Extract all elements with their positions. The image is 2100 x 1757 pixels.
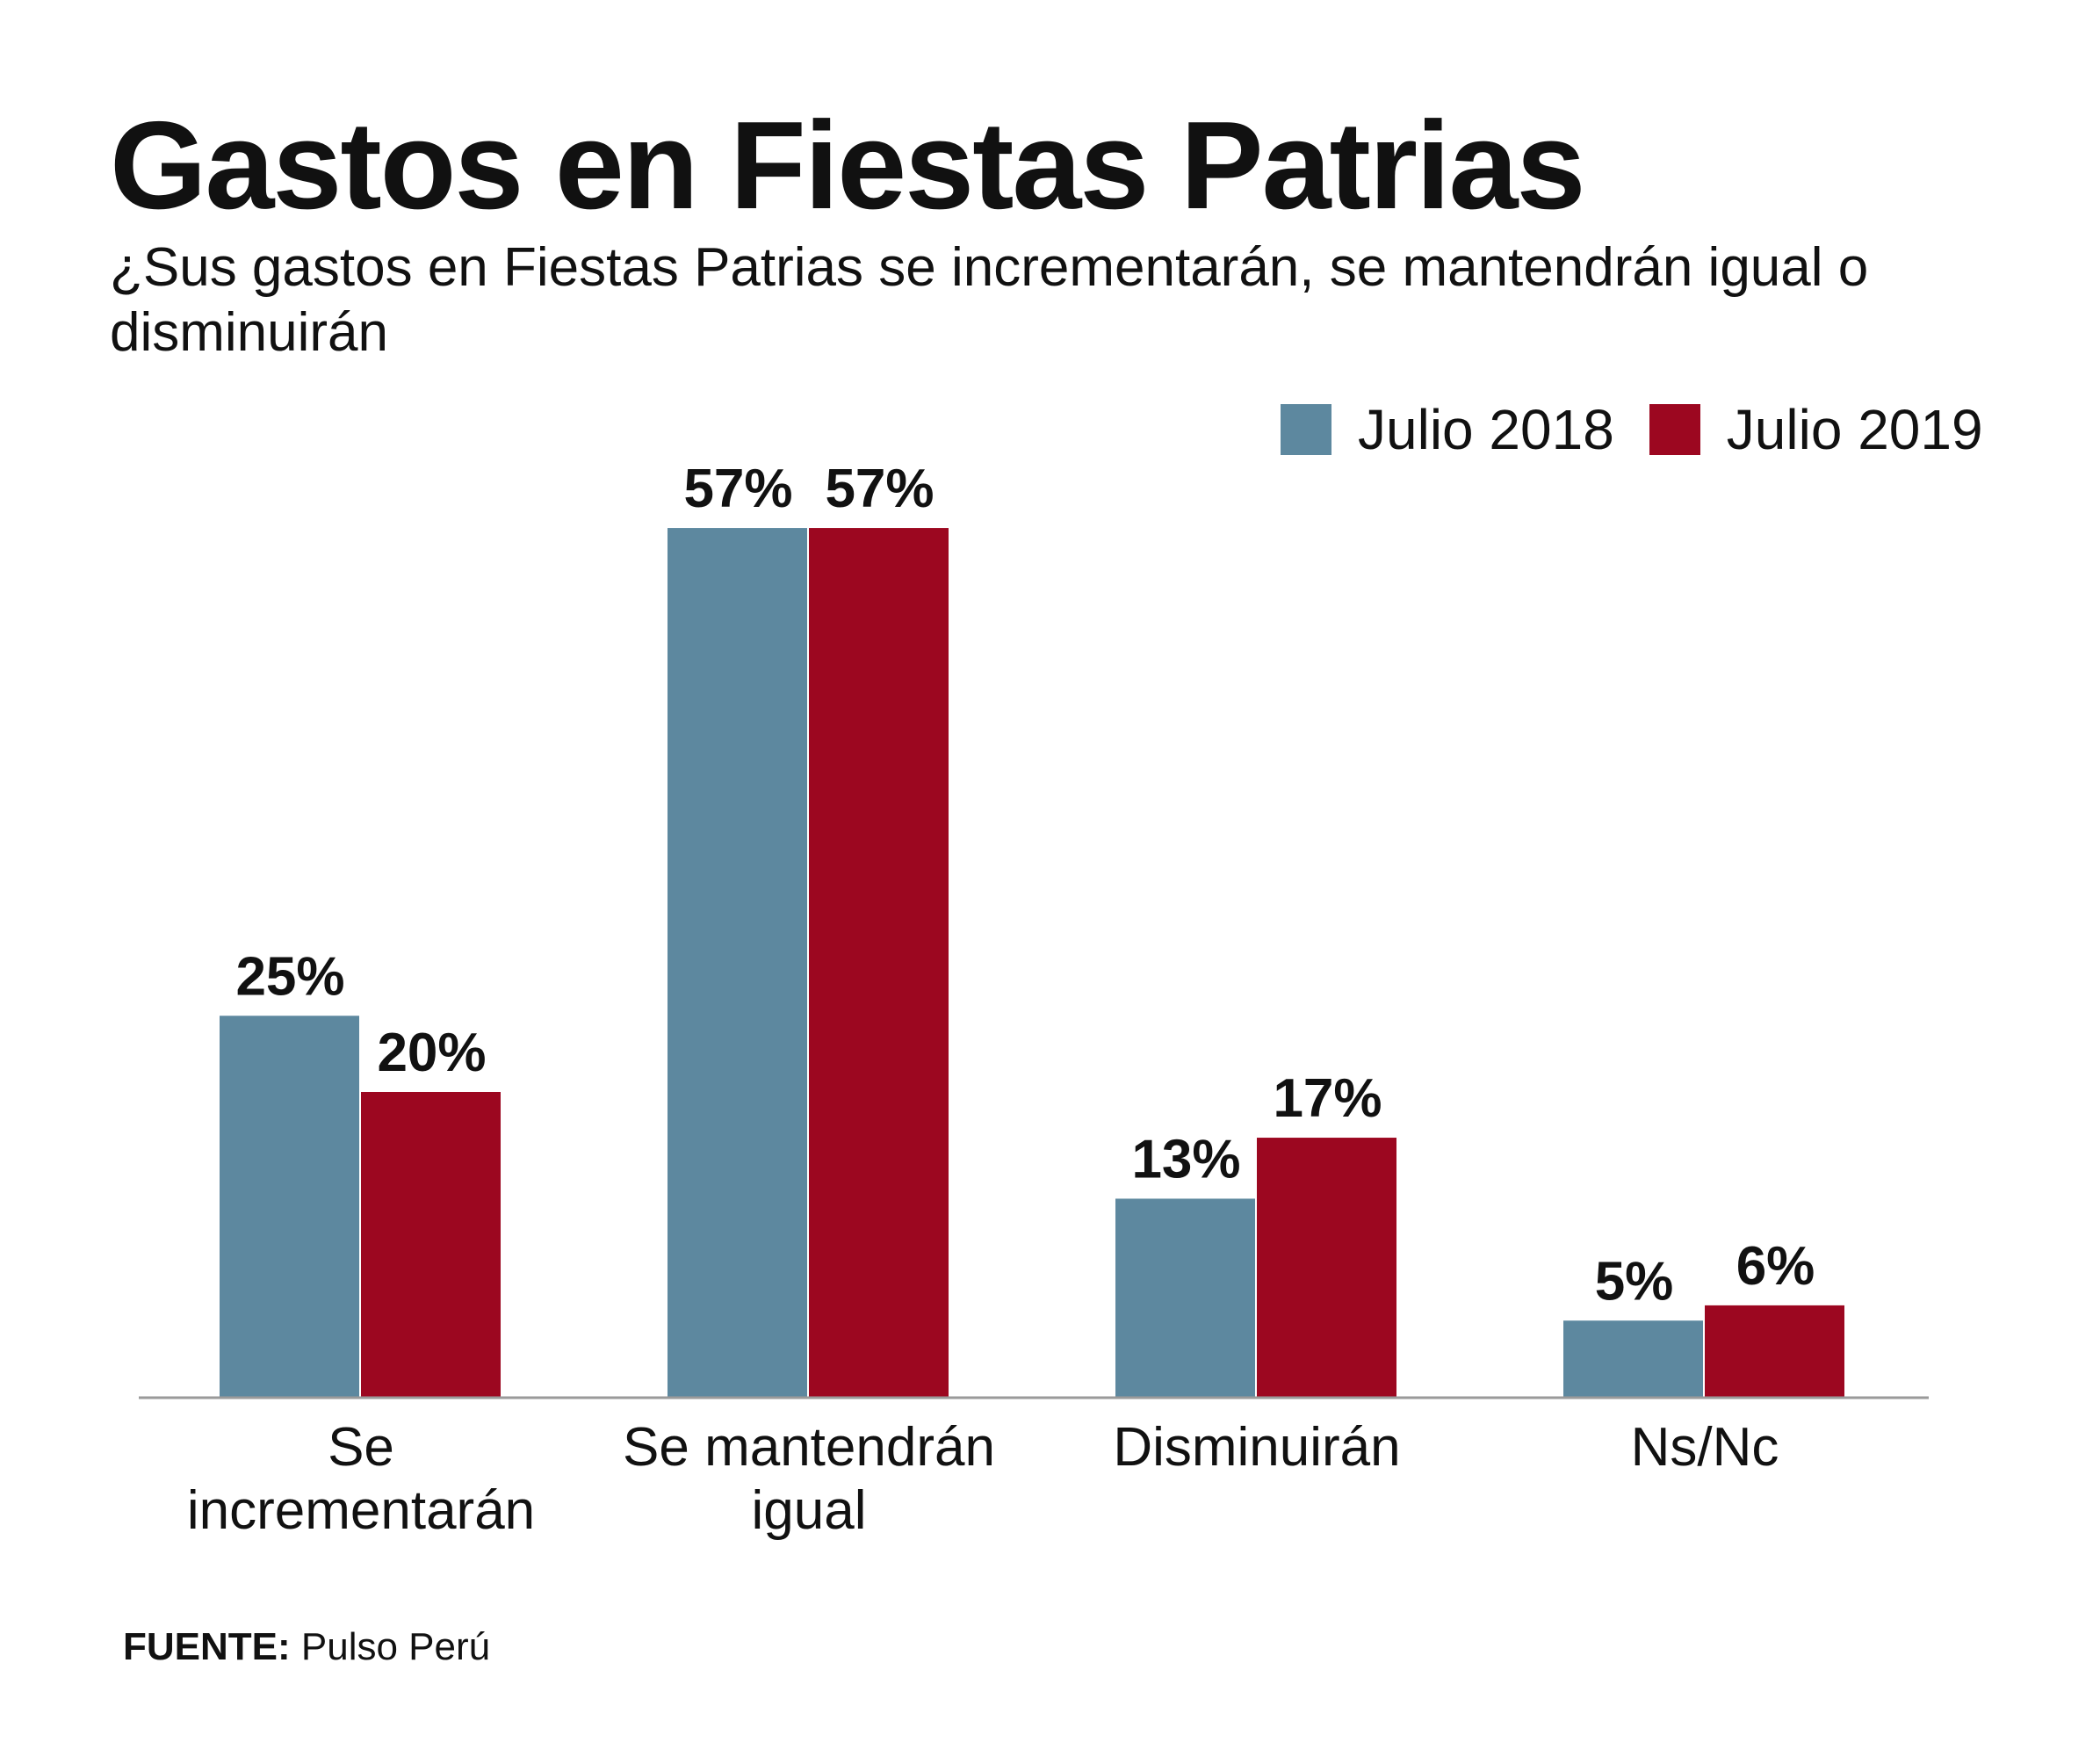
legend-label-2019: Julio 2019 — [1726, 398, 1983, 461]
chart-title: Gastos en Fiestas Patrias — [110, 96, 1585, 235]
data-label-2019-3: 6% — [1736, 1236, 1815, 1297]
source-text: Pulso Perú — [300, 1625, 491, 1668]
bar-2018-3 — [1563, 1320, 1703, 1397]
bar-2019-0 — [361, 1092, 501, 1397]
category-label-3-line-0: Ns/Nc — [1631, 1417, 1779, 1478]
data-label-2019-0: 20% — [377, 1023, 486, 1083]
legend-label-2018: Julio 2018 — [1358, 398, 1614, 461]
legend-item-2018: Julio 2018 — [1281, 397, 1614, 462]
legend-item-2019: Julio 2019 — [1649, 397, 1983, 462]
source-label: FUENTE: — [123, 1625, 291, 1668]
data-label-2018-2: 13% — [1131, 1129, 1240, 1189]
chart-subtitle: ¿Sus gastos en Fiestas Patrias se increm… — [110, 237, 1869, 363]
bar-2019-1 — [809, 528, 949, 1397]
bar-2018-0 — [220, 1016, 359, 1397]
source-note: FUENTE: Pulso Perú — [123, 1625, 490, 1669]
category-label-1-line-0: Se mantendrán — [623, 1417, 995, 1478]
data-label-2019-2: 17% — [1273, 1068, 1382, 1129]
data-label-2018-1: 57% — [683, 459, 792, 519]
data-label-2018-3: 5% — [1595, 1251, 1674, 1312]
legend: Julio 2018 Julio 2019 — [1281, 397, 1983, 462]
data-label-2018-0: 25% — [235, 946, 344, 1007]
legend-swatch-2019 — [1649, 404, 1700, 455]
data-label-2019-1: 57% — [825, 459, 934, 519]
legend-swatch-2018 — [1281, 404, 1331, 455]
bar-2018-2 — [1115, 1198, 1255, 1397]
bar-2019-2 — [1257, 1138, 1396, 1397]
bar-2019-3 — [1705, 1305, 1844, 1397]
category-label-0-line-1: incrementarán — [187, 1480, 535, 1541]
category-label-0-line-0: Se — [328, 1417, 394, 1478]
category-label-1-line-1: igual — [752, 1480, 867, 1541]
category-label-2-line-0: Disminuirán — [1113, 1417, 1400, 1478]
bar-2018-1 — [668, 528, 807, 1397]
